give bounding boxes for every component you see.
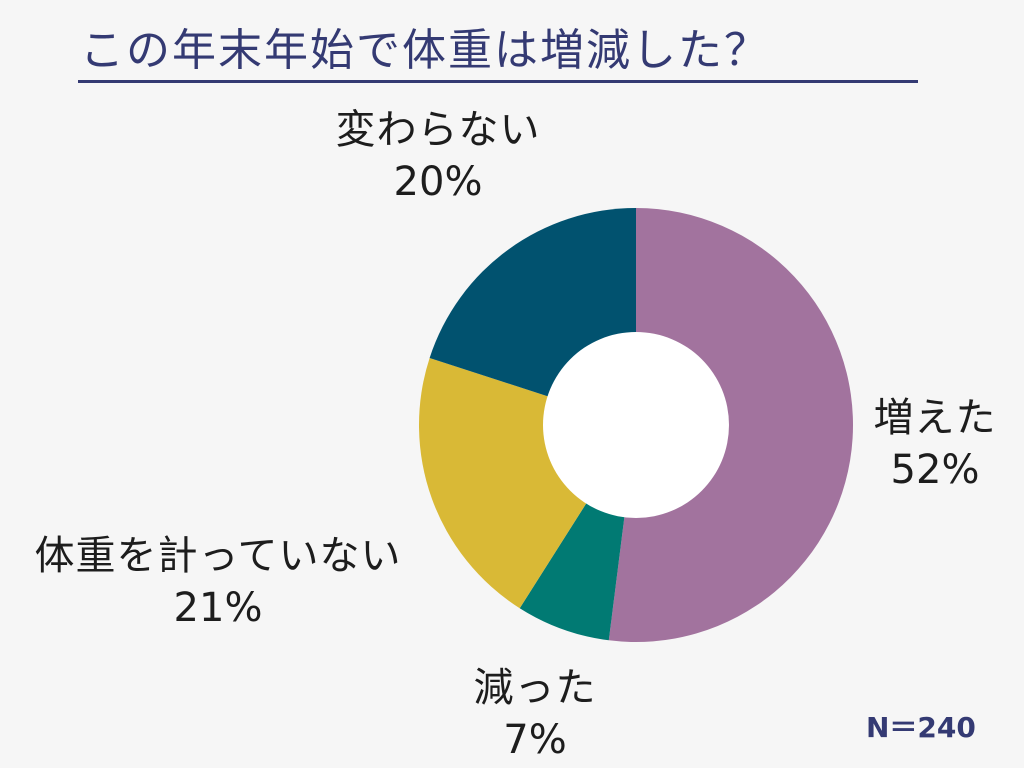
title-underline (78, 80, 918, 83)
slice-label-name: 減った (473, 665, 597, 711)
slice-label-name: 変わらない (335, 107, 541, 153)
sample-size-note: N＝240 (866, 711, 976, 744)
chart-title: この年末年始で体重は増減した？ (80, 25, 770, 76)
slice-label-unchanged: 変わらない 20% (318, 104, 558, 208)
donut-hole (543, 332, 729, 518)
slice-label-percent: 21% (173, 585, 263, 631)
slice-label-increased: 増えた 52% (860, 392, 1010, 496)
slice-label-percent: 52% (890, 447, 980, 493)
slice-label-not-measured: 体重を計っていない 21% (8, 530, 428, 634)
slice-label-percent: 20% (393, 159, 483, 205)
slice-increased (608, 207, 854, 642)
slice-label-decreased: 減った 7% (455, 662, 615, 766)
slice-label-name: 増えた (873, 395, 997, 441)
slice-label-name: 体重を計っていない (34, 533, 402, 579)
slice-label-percent: 7% (503, 717, 567, 763)
